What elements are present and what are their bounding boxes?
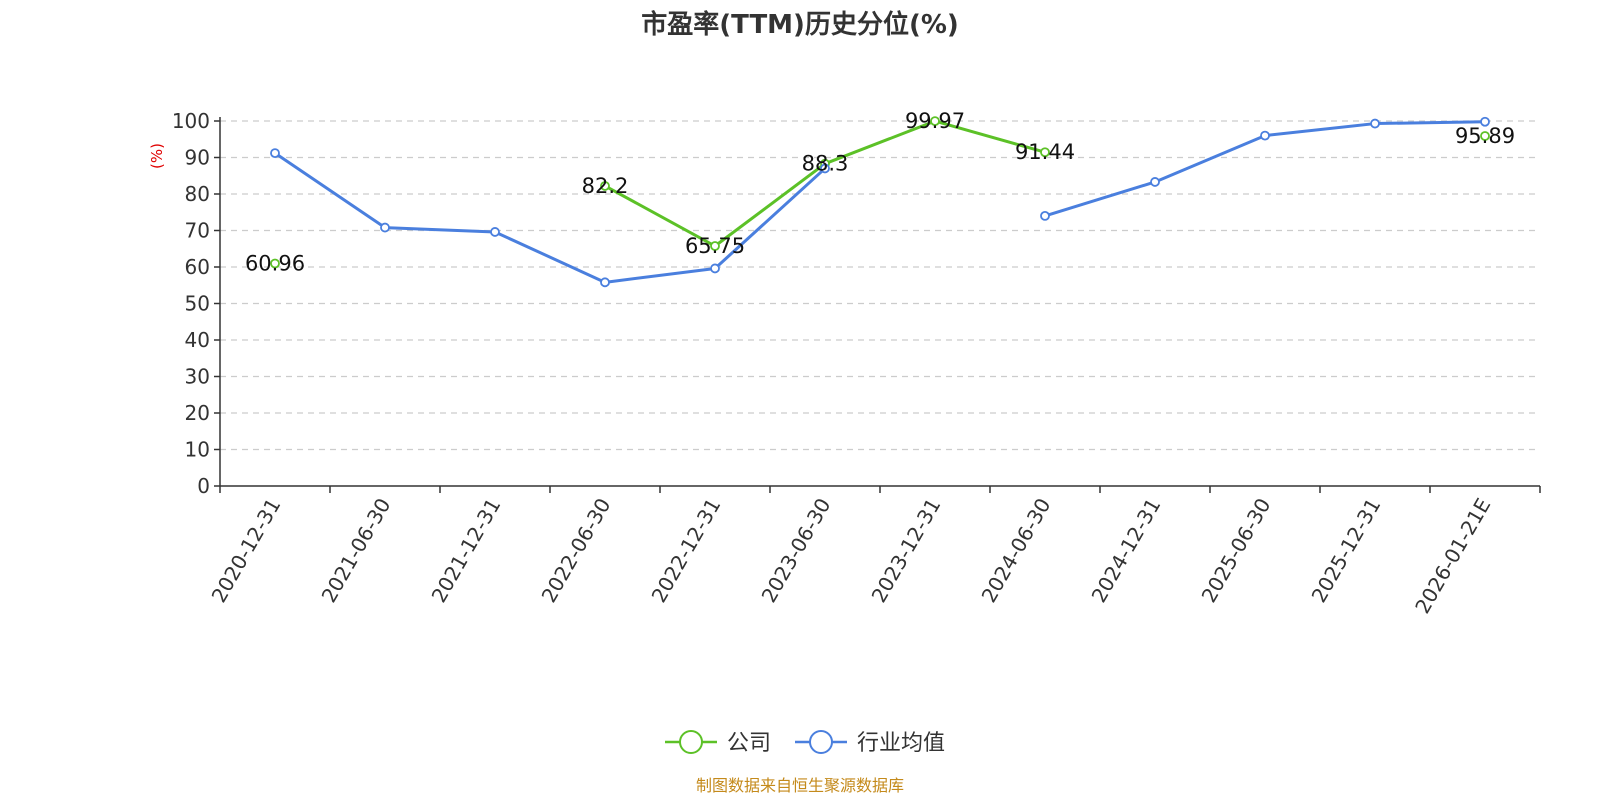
data-label: 60.96	[245, 251, 305, 275]
data-label: 95.89	[1455, 124, 1515, 148]
x-tick-label: 2023-12-31	[866, 494, 945, 607]
y-tick-label: 90	[185, 146, 210, 170]
legend[interactable]: 公司 行业均值	[665, 730, 945, 756]
data-label: 91.44	[1015, 140, 1075, 164]
y-tick-label: 10	[185, 438, 210, 462]
legend-label: 行业均值	[857, 731, 945, 756]
data-point[interactable]	[930, 116, 940, 127]
legend-item-0[interactable]: 公司	[665, 730, 771, 756]
x-tick-label: 2022-12-31	[646, 494, 725, 607]
series-line	[274, 151, 827, 284]
source-note: 制图数据来自恒生聚源数据库	[696, 776, 904, 795]
data-point[interactable]	[1480, 131, 1490, 141]
x-tick-label: 2024-12-31	[1086, 494, 1165, 607]
series-group	[270, 116, 1490, 288]
y-tick-label: 60	[185, 255, 210, 279]
y-tick-label: 40	[185, 328, 210, 352]
data-point[interactable]	[820, 163, 830, 174]
x-tick-label: 2023-06-30	[756, 494, 835, 607]
series-0	[270, 116, 1490, 269]
y-tick-label: 80	[185, 182, 210, 206]
data-point[interactable]	[380, 222, 390, 233]
x-tick-label: 2021-12-31	[426, 494, 505, 607]
data-point[interactable]	[1040, 147, 1050, 158]
x-tick-label: 2026-01-21E	[1410, 494, 1495, 618]
y-tick-label: 0	[197, 474, 210, 498]
data-point[interactable]	[600, 181, 610, 191]
data-point[interactable]	[490, 227, 500, 237]
legend-marker-icon	[679, 730, 703, 754]
data-point[interactable]	[1480, 116, 1490, 127]
data-point[interactable]	[600, 277, 610, 288]
data-point[interactable]	[270, 148, 280, 159]
grid-lines	[220, 120, 1540, 451]
data-labels: 60.96 82.2 65.75 88.3 99.97 91.44 95.89	[245, 109, 1515, 275]
data-point[interactable]	[1260, 130, 1270, 141]
x-tick-label: 2022-06-30	[536, 494, 615, 607]
legend-marker-icon	[809, 730, 833, 754]
data-label: 65.75	[685, 234, 745, 258]
x-tick-labels: 2020-12-31 2021-06-30 2021-12-31 2022-06-30…	[206, 494, 1495, 618]
data-label: 88.3	[802, 152, 849, 176]
x-tick-label: 2024-06-30	[976, 494, 1055, 607]
y-axis-label: (%)	[148, 143, 166, 169]
chart-title: 市盈率(TTM)历史分位(%)	[641, 9, 959, 40]
x-tick-label: 2025-06-30	[1196, 494, 1275, 607]
y-tick-label: 100	[172, 109, 210, 133]
data-point[interactable]	[1150, 177, 1160, 187]
data-point[interactable]	[710, 241, 720, 251]
series-1	[270, 116, 1490, 288]
x-tick-label: 2021-06-30	[316, 494, 395, 607]
data-point[interactable]	[270, 258, 280, 269]
data-point[interactable]	[1370, 118, 1380, 129]
legend-item-1[interactable]: 行业均值	[795, 730, 945, 756]
y-tick-label: 70	[185, 219, 210, 243]
legend-label: 公司	[727, 731, 771, 756]
y-tick-label: 20	[185, 401, 210, 425]
data-point[interactable]	[1040, 210, 1050, 221]
y-tick-label: 50	[185, 292, 210, 316]
y-tick-label: 30	[185, 365, 210, 389]
x-tick-label: 2025-12-31	[1306, 494, 1385, 607]
axes	[214, 117, 1541, 493]
data-label: 82.2	[582, 174, 629, 198]
y-tick-labels: 0 10 20 30 40 50 60 70 80 90 100	[172, 109, 210, 498]
x-tick-label: 2020-12-31	[206, 494, 285, 607]
data-point[interactable]	[710, 263, 720, 274]
data-label: 99.97	[905, 109, 965, 133]
series-line	[604, 119, 1046, 248]
